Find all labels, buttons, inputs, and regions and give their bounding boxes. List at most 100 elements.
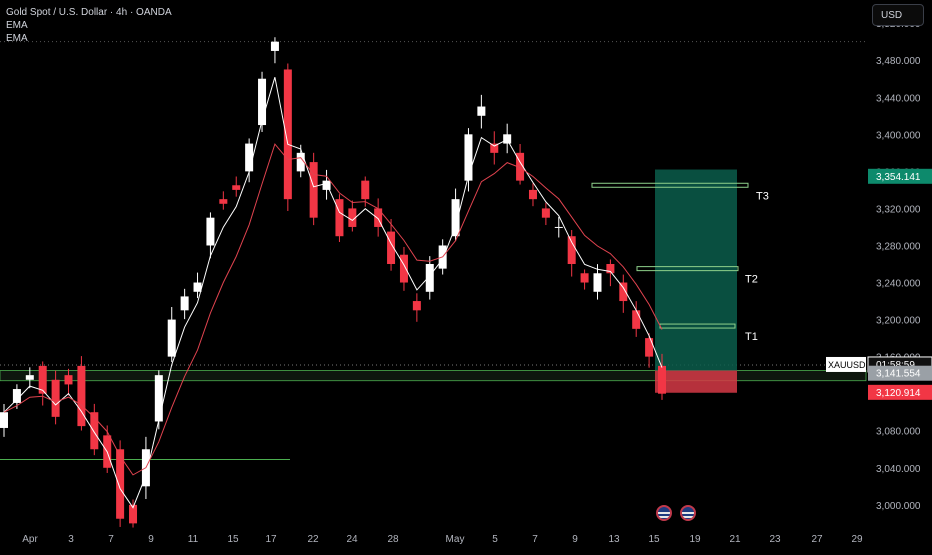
- candle-body[interactable]: [206, 217, 215, 246]
- candle-body[interactable]: [541, 208, 550, 218]
- candle-body[interactable]: [399, 254, 408, 283]
- long-position-stop-zone[interactable]: [655, 370, 737, 393]
- candle-body[interactable]: [25, 375, 34, 380]
- ema-indicator-label-1[interactable]: EMA: [6, 20, 28, 31]
- candle-body[interactable]: [180, 296, 189, 311]
- candle-body[interactable]: [245, 143, 254, 172]
- candle-body[interactable]: [348, 208, 357, 227]
- price-tick-label: 3,320.000: [876, 204, 921, 215]
- candle-body[interactable]: [90, 412, 99, 450]
- time-tick-label: 5: [492, 534, 498, 545]
- candle-body[interactable]: [464, 134, 473, 181]
- candle-body[interactable]: [51, 379, 60, 417]
- candle-body[interactable]: [129, 504, 138, 524]
- candle-body[interactable]: [619, 282, 628, 302]
- candle-body[interactable]: [374, 208, 383, 227]
- time-tick-label: 7: [532, 534, 538, 545]
- target-label-t2: T2: [745, 274, 758, 286]
- candle-body[interactable]: [361, 180, 370, 200]
- price-tick-label: 3,000.000: [876, 501, 921, 512]
- time-tick-label: 17: [265, 534, 277, 545]
- candle-body[interactable]: [580, 273, 589, 283]
- range-band[interactable]: [0, 370, 867, 382]
- candle-body[interactable]: [528, 189, 537, 200]
- candle-body[interactable]: [322, 180, 331, 190]
- candle-body[interactable]: [335, 199, 344, 237]
- candle-body[interactable]: [451, 199, 460, 237]
- candle-body[interactable]: [387, 231, 396, 264]
- currency-button[interactable]: USD: [872, 4, 924, 26]
- price-tick-label: 3,200.000: [876, 316, 921, 327]
- chart-legend: Gold Spot / U.S. Dollar · 4h · OANDA EMA…: [6, 6, 172, 45]
- price-tag-label: 3,120.914: [876, 388, 921, 399]
- candle-body[interactable]: [425, 264, 434, 292]
- time-tick-label: 9: [572, 534, 578, 545]
- candle-body[interactable]: [116, 449, 125, 519]
- candle-body[interactable]: [270, 41, 279, 51]
- time-tick-label: 13: [608, 534, 620, 545]
- candle-body[interactable]: [554, 226, 563, 228]
- symbol-title: Gold Spot / U.S. Dollar · 4h · OANDA: [6, 7, 172, 18]
- price-tick-label: 3,240.000: [876, 279, 921, 290]
- candle-body[interactable]: [219, 199, 228, 204]
- time-tick-label: 29: [851, 534, 863, 545]
- candle-body[interactable]: [309, 162, 318, 218]
- candle-body[interactable]: [193, 282, 202, 292]
- time-axis[interactable]: [0, 528, 866, 550]
- candle-body[interactable]: [167, 319, 176, 357]
- time-tick-label: 7: [108, 534, 114, 545]
- candle-body[interactable]: [593, 273, 602, 292]
- candle-body[interactable]: [0, 412, 8, 428]
- candle-body[interactable]: [477, 106, 486, 116]
- time-tick-label: 3: [68, 534, 74, 545]
- time-tick-label: Apr: [22, 534, 38, 545]
- target-label-t1: T1: [745, 331, 758, 343]
- candle-body[interactable]: [232, 185, 241, 190]
- candle-body[interactable]: [658, 365, 666, 394]
- price-tick-label: 3,080.000: [876, 427, 921, 438]
- time-tick-label: 9: [148, 534, 154, 545]
- time-tick-label: 15: [648, 534, 660, 545]
- price-tick-label: 3,440.000: [876, 93, 921, 104]
- price-tick-label: 3,480.000: [876, 56, 921, 67]
- candle-body[interactable]: [412, 301, 421, 311]
- time-tick-label: 21: [729, 534, 741, 545]
- long-position-profit-zone[interactable]: [655, 169, 737, 371]
- ema-fast-line[interactable]: [3, 77, 663, 509]
- time-tick-label: 27: [811, 534, 823, 545]
- target-label-t3: T3: [756, 190, 769, 202]
- price-tick-label: 3,040.000: [876, 464, 921, 475]
- price-axis[interactable]: [866, 0, 932, 550]
- time-tick-label: May: [446, 534, 465, 545]
- us-flag-event-icon[interactable]: [656, 505, 672, 521]
- candle-body[interactable]: [77, 365, 86, 427]
- target-line-t2[interactable]: [636, 266, 739, 272]
- candle-body[interactable]: [516, 152, 525, 181]
- candle-body[interactable]: [490, 143, 499, 153]
- time-tick-label: 23: [769, 534, 781, 545]
- candle-body[interactable]: [283, 69, 292, 200]
- candle-body[interactable]: [296, 152, 305, 172]
- ema-slow-line[interactable]: [3, 143, 663, 476]
- candle-body[interactable]: [64, 375, 73, 385]
- target-line-t3[interactable]: [591, 182, 749, 188]
- price-tick-label: 3,400.000: [876, 130, 921, 141]
- ema-indicator-label-2[interactable]: EMA: [6, 33, 28, 44]
- candle-body[interactable]: [154, 375, 163, 422]
- us-flag-event-icon[interactable]: [680, 505, 696, 521]
- price-tag: [868, 168, 932, 184]
- candle-body[interactable]: [38, 365, 47, 394]
- candle-body[interactable]: [12, 389, 21, 403]
- time-tick-label: 11: [188, 534, 199, 545]
- candle-body[interactable]: [258, 78, 267, 126]
- price-tag-label: 3,354.141: [876, 172, 921, 183]
- time-tick-label: 19: [689, 534, 701, 545]
- candle-body[interactable]: [645, 338, 654, 357]
- candle-body[interactable]: [632, 310, 641, 329]
- candle-body[interactable]: [606, 264, 615, 274]
- candle-body[interactable]: [503, 134, 512, 144]
- price-tag: [868, 365, 932, 381]
- candle-body[interactable]: [567, 236, 576, 264]
